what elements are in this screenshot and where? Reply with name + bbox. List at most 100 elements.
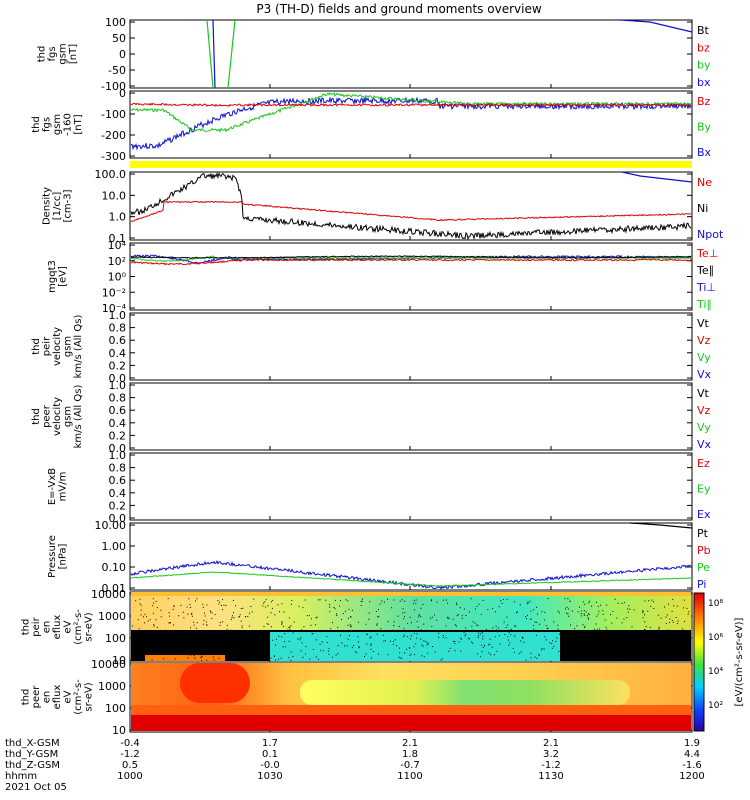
y-tick-label: 0.8 <box>109 392 127 405</box>
trace-p8-pt <box>629 522 693 529</box>
ylabel-p10: thd peer en eflux eV (cm²-s-sr-eV) <box>21 679 95 715</box>
legend-Pt: Pt <box>697 527 709 540</box>
trace-p2-by <box>130 92 692 133</box>
legend-bx: bx <box>697 76 711 89</box>
xaxis-val: -1.2 <box>120 749 140 760</box>
trace-p1-by <box>206 19 214 89</box>
ylabel-line: E=-VxB <box>47 468 58 505</box>
ylabel-line: fgs <box>42 117 53 132</box>
y-tick-label: 10⁰ <box>108 271 127 284</box>
panel-frame-p6 <box>129 382 693 451</box>
xaxis-val: 0.1 <box>262 749 278 760</box>
xaxis-val: 2.1 <box>402 738 418 749</box>
ylabel-p7: E=-VxB mV/m <box>47 468 69 505</box>
trace-p8-pe <box>130 571 692 587</box>
y-tick-label: 0.0 <box>109 442 127 455</box>
legend-Vx: Vx <box>697 368 712 381</box>
legend-by: by <box>697 59 711 72</box>
colorbar-tick: 10⁶ <box>708 633 723 643</box>
ylabel-line: thd <box>21 619 32 636</box>
y-tick-label: 0.8 <box>109 322 127 335</box>
xaxis-val: 1030 <box>257 771 282 782</box>
legend-Vy: Vy <box>697 421 711 434</box>
y-tick-label: -200 <box>101 129 126 142</box>
trace-p3-ne <box>130 200 692 223</box>
ylabel-line: (cm²-s- <box>73 679 84 715</box>
trace-p3-npot <box>621 171 693 183</box>
ylabel-line: thd <box>31 338 42 355</box>
xaxis-row-name: thd_Y-GSM <box>5 749 58 760</box>
y-tick-label: 10² <box>108 255 126 268</box>
y-tick-label: -50 <box>108 64 126 77</box>
ylabel-line: gsm <box>63 406 74 427</box>
panel-frame-p4 <box>129 242 693 311</box>
y-tick-label: 1.0 <box>109 379 127 392</box>
legend-Vy: Vy <box>697 351 711 364</box>
panel-frame-p10 <box>129 661 693 733</box>
ylabel-line: velocity <box>52 327 63 366</box>
y-tick-label: 0.6 <box>109 334 127 347</box>
y-tick-label: 0.0 <box>109 372 127 385</box>
ylabel-p4: mgqt3 [eV] <box>47 260 69 293</box>
xaxis-val: -1.2 <box>541 760 561 771</box>
ylabel-line: gsm <box>63 336 74 357</box>
spec-ion-top <box>131 592 691 596</box>
ylabel-line: [eV] <box>57 266 68 287</box>
spec-elec-low <box>131 705 691 715</box>
legend-Ni: Ni <box>697 202 708 215</box>
ylabel-line: [cm-3] <box>63 189 74 222</box>
colorbar-label-text: [eV/(cm²-s-sr-eV)] <box>734 617 745 706</box>
ylabel-line: sr-eV) <box>84 682 95 711</box>
y-tick-label: -300 <box>101 150 126 163</box>
xaxis-val: 1130 <box>538 771 563 782</box>
legend-Vt: Vt <box>697 387 710 400</box>
trace-p1-by-2 <box>227 19 236 89</box>
y-tick-label: 0.1 <box>109 232 127 245</box>
y-tick-label: 0 <box>119 48 126 61</box>
y-tick-label: 10 <box>112 654 126 667</box>
legend-Ne: Ne <box>697 176 712 189</box>
ylabel-line: thd <box>21 689 32 706</box>
xaxis-val: 1.8 <box>402 749 418 760</box>
ylabel-line: velocity <box>52 397 63 436</box>
legend-Pi: Pi <box>697 578 706 591</box>
colorbar <box>693 592 705 732</box>
legend-Ey: Ey <box>697 483 711 496</box>
ylabel-line: eV <box>63 620 74 633</box>
ylabel-p1: thd fgs gsm [nT] <box>36 43 79 64</box>
xaxis-row-name: hhmm <box>5 771 37 782</box>
legend-Ez: Ez <box>697 457 710 470</box>
panel-frame-p8 <box>129 522 693 591</box>
ylabel-p6: thd peer velocity gsm km/s (All Qs) <box>31 385 84 449</box>
ylabel-line: thd <box>31 408 42 425</box>
legend-Vt: Vt <box>697 317 710 330</box>
ylabel-line: [1/cc] <box>52 192 63 221</box>
y-tick-label: 0.4 <box>109 487 127 500</box>
y-tick-label: 0.4 <box>109 417 127 430</box>
legend-Te⊥: Te⊥ <box>696 247 718 260</box>
y-tick-label: -100 <box>101 108 126 121</box>
xaxis-row-name: thd_Z-GSM <box>5 760 60 771</box>
legend-Pb: Pb <box>697 544 711 557</box>
colorbar-tick: 10⁴ <box>708 667 723 677</box>
ylabel-p8: Pressure [nPa] <box>47 535 69 578</box>
xaxis-val: -0.0 <box>260 760 280 771</box>
colorbar-tick: 10⁸ <box>708 599 723 609</box>
xaxis-val: 2.1 <box>543 738 559 749</box>
y-tick-label: 0.6 <box>109 474 127 487</box>
ylabel-p3: Density [1/cc] [cm-3] <box>42 187 74 225</box>
xaxis-val: -0.7 <box>400 760 420 771</box>
ylabel-line: km/s (All Qs) <box>73 385 84 449</box>
xaxis-val: 3.2 <box>543 749 559 760</box>
xaxis-val: 1.9 <box>684 738 700 749</box>
y-tick-label: 0.2 <box>109 499 127 512</box>
ylabel-line: [nT] <box>73 114 84 134</box>
legend-Vz: Vz <box>697 334 711 347</box>
y-tick-label: 10000 <box>91 658 126 671</box>
y-tick-label: 0.10 <box>102 561 127 574</box>
legend-Npot: Npot <box>697 228 724 241</box>
legend-Bz: Bz <box>697 95 711 108</box>
y-tick-label: 10⁴ <box>108 239 127 252</box>
